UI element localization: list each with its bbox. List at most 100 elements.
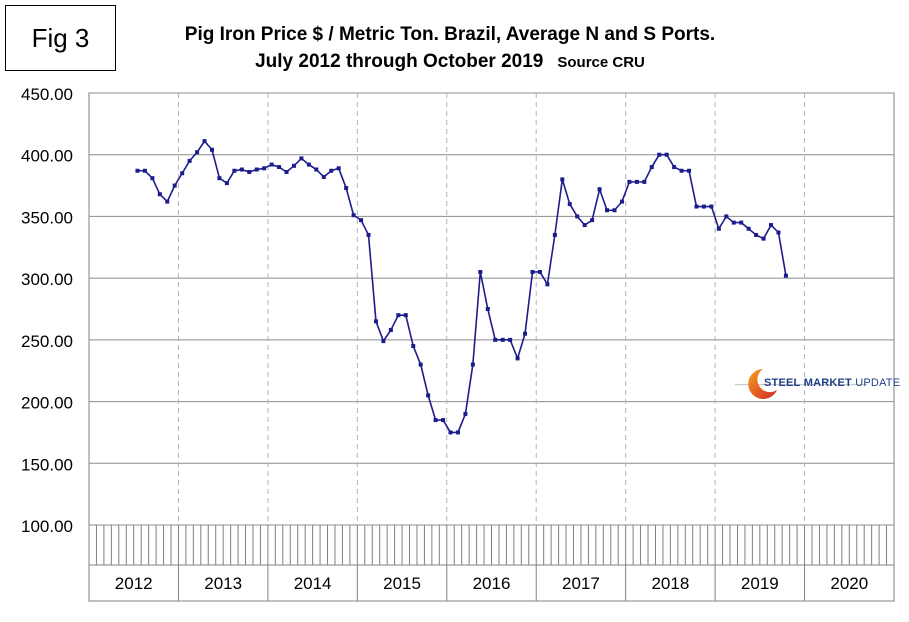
data-point [254, 167, 259, 172]
data-point [709, 204, 714, 209]
data-point [291, 163, 296, 168]
data-point [649, 165, 654, 170]
data-point [582, 223, 587, 228]
data-point [761, 236, 766, 241]
data-point [597, 187, 602, 192]
data-point [180, 171, 185, 176]
data-point [448, 430, 453, 435]
data-point [783, 273, 788, 278]
data-point [664, 152, 669, 157]
data-point [530, 269, 535, 274]
y-tick-label: 200.00 [21, 394, 73, 413]
data-point [150, 176, 155, 181]
data-point [299, 156, 304, 161]
logo-word-update: UPDATE [855, 377, 901, 389]
data-point [396, 313, 401, 318]
data-point [679, 168, 684, 173]
data-point [455, 430, 460, 435]
data-point [195, 150, 200, 155]
data-point [411, 344, 416, 349]
data-point [217, 176, 222, 181]
data-point [172, 183, 177, 188]
data-point [500, 337, 505, 342]
data-point [627, 179, 632, 184]
logo-word-steel: STEEL [764, 377, 801, 389]
data-point [619, 199, 624, 204]
data-point [441, 418, 446, 423]
figure-label: Fig 3 [5, 5, 116, 71]
data-point [776, 230, 781, 235]
data-point [336, 166, 341, 171]
data-point [523, 331, 528, 336]
data-point [567, 202, 572, 207]
data-point [463, 411, 468, 416]
data-point [634, 179, 639, 184]
x-year-label: 2018 [651, 574, 689, 593]
data-point [388, 327, 393, 332]
data-point [142, 168, 147, 173]
x-year-label: 2020 [830, 574, 868, 593]
chart-title: Pig Iron Price $ / Metric Ton. Brazil, A… [184, 24, 716, 45]
data-point [687, 168, 692, 173]
data-point [605, 208, 610, 213]
data-point [701, 204, 706, 209]
logo-word-market: MARKET [803, 377, 852, 389]
x-year-label: 2012 [115, 574, 153, 593]
data-point [724, 214, 729, 219]
data-point [359, 218, 364, 223]
data-point [157, 192, 162, 197]
data-point [306, 162, 311, 167]
data-point [329, 168, 334, 173]
x-year-label: 2019 [741, 574, 779, 593]
figure-label-text: Fig 3 [31, 22, 90, 53]
data-point [426, 393, 431, 398]
data-point [366, 232, 371, 237]
data-point [672, 165, 677, 170]
data-point [560, 177, 565, 182]
data-point [769, 223, 774, 228]
data-point [165, 199, 170, 204]
data-point [418, 362, 423, 367]
data-point [470, 362, 475, 367]
data-point [746, 226, 751, 231]
plot-frame [88, 92, 895, 602]
data-point [277, 165, 282, 170]
data-point [515, 356, 520, 361]
data-point [135, 168, 140, 173]
data-point [247, 169, 252, 174]
y-tick-label: 350.00 [21, 208, 73, 227]
data-point [694, 204, 699, 209]
data-point [478, 269, 483, 274]
data-point [739, 220, 744, 225]
data-point [321, 174, 326, 179]
y-tick-label: 100.00 [21, 517, 73, 536]
data-point [187, 158, 192, 163]
data-point [284, 169, 289, 174]
chart-subtitle-row: July 2012 through October 2019 Source CRU [120, 51, 780, 73]
data-point [239, 167, 244, 172]
data-point [202, 139, 207, 144]
data-point [209, 147, 214, 152]
chart-subtitle: July 2012 through October 2019 [255, 51, 544, 72]
y-tick-label: 400.00 [21, 147, 73, 166]
logo-text: STEEL MARKET UPDATE [764, 377, 900, 389]
data-point [493, 337, 498, 342]
data-point [314, 167, 319, 172]
x-year-label: 2013 [204, 574, 242, 593]
data-point [262, 166, 267, 171]
data-point [716, 226, 721, 231]
data-point [433, 418, 438, 423]
data-point [373, 319, 378, 324]
data-point [269, 162, 274, 167]
data-point [224, 181, 229, 186]
data-point [552, 232, 557, 237]
y-tick-label: 250.00 [21, 332, 73, 351]
data-point [508, 337, 513, 342]
series-line [137, 139, 787, 434]
data-point [642, 179, 647, 184]
x-year-label: 2016 [473, 574, 511, 593]
x-year-label: 2015 [383, 574, 421, 593]
data-point [612, 208, 617, 213]
data-point [344, 186, 349, 191]
